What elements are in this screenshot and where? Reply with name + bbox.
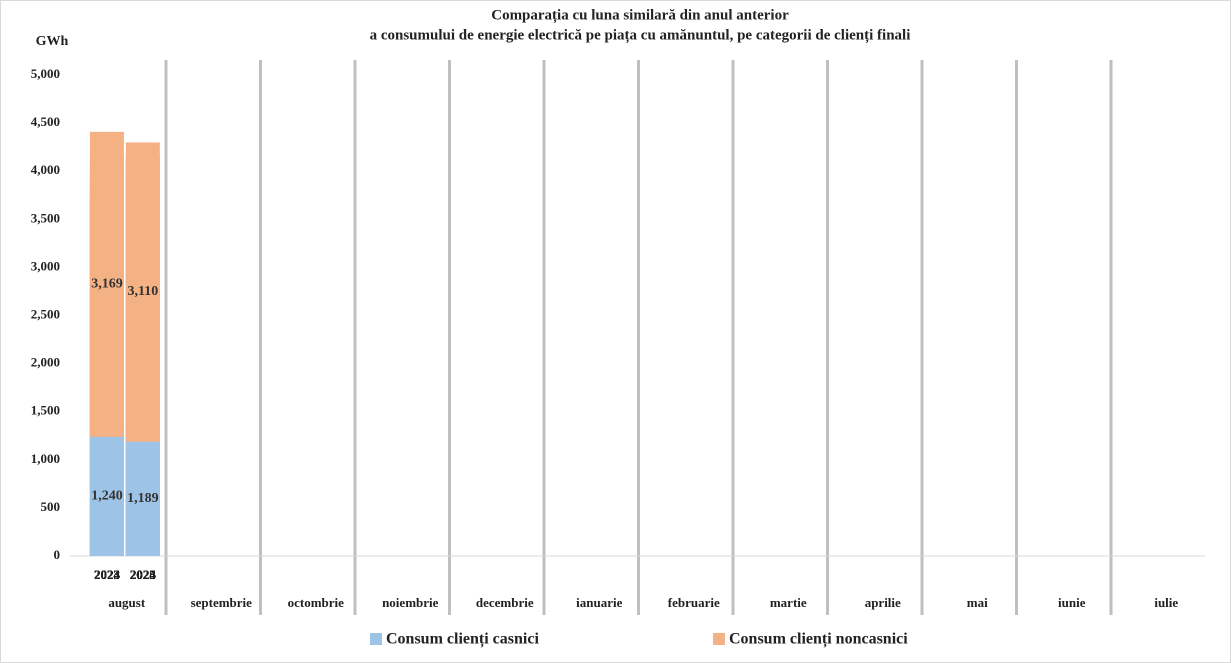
x-tick-label: 2023 [94, 567, 121, 582]
x-tick-label: 2025 [130, 567, 157, 582]
y-axis-label: GWh [36, 34, 69, 49]
value-label: 1,189 [127, 491, 159, 506]
x-tick-label: 2024 [94, 567, 121, 582]
y-tick-label: 500 [41, 499, 61, 514]
value-label: 3,169 [91, 277, 123, 292]
bar-segment [125, 441, 160, 556]
group-label: octombrie [288, 595, 345, 610]
group-label: noiembrie [382, 595, 439, 610]
bar-segment [89, 436, 124, 556]
bar-segment [89, 131, 124, 437]
y-tick-label: 1,000 [31, 451, 60, 466]
y-tick-label: 5,000 [31, 66, 60, 81]
y-tick-label: 1,500 [31, 403, 60, 418]
y-tick-label: 3,500 [31, 210, 60, 225]
group-label: august [108, 595, 146, 610]
legend-swatch [713, 633, 725, 645]
x-tick-label: 2024 [94, 567, 121, 582]
chart-title: a consumului de energie electrică pe pia… [370, 27, 911, 43]
x-tick-label: 2024 [94, 567, 121, 582]
y-tick-label: 4,000 [31, 162, 60, 177]
x-tick-label: 2024 [130, 567, 157, 582]
x-tick-label: 2024 [130, 567, 157, 582]
value-label: 1,240 [91, 489, 123, 504]
group-label: septembrie [191, 595, 253, 610]
group-label: decembrie [476, 595, 534, 610]
group-label: iunie [1058, 595, 1086, 610]
y-tick-label: 3,000 [31, 258, 60, 273]
group-label: martie [770, 595, 807, 610]
legend-swatch [370, 633, 382, 645]
x-tick-label: 2025 [130, 567, 157, 582]
x-tick-label: 2024 [94, 567, 121, 582]
x-tick-label: 2024 [94, 567, 121, 582]
x-tick-label: 2024 [130, 567, 157, 582]
y-tick-label: 0 [54, 547, 61, 562]
value-label: 3,110 [127, 284, 158, 299]
group-label: ianuarie [576, 595, 622, 610]
x-tick-label: 2023 [94, 567, 121, 582]
x-tick-label: 2024 [94, 567, 121, 582]
y-tick-label: 4,500 [31, 114, 60, 129]
legend-label: Consum clienți casnici [386, 631, 539, 649]
y-tick-label: 2,000 [31, 355, 60, 370]
x-tick-label: 2025 [130, 567, 157, 582]
group-label: mai [967, 595, 988, 610]
y-tick-label: 2,500 [31, 306, 60, 321]
x-tick-label: 2024 [94, 567, 121, 582]
group-label: aprilie [865, 595, 901, 610]
x-tick-label: 2024 [130, 567, 157, 582]
x-tick-label: 2025 [130, 567, 157, 582]
x-tick-label: 2025 [130, 567, 157, 582]
chart-title: Comparația cu luna similară din anul ant… [491, 7, 789, 23]
x-tick-label: 2025 [130, 567, 157, 582]
group-label: februarie [668, 595, 720, 610]
x-tick-label: 2024 [130, 567, 157, 582]
bar-segment [125, 142, 160, 442]
legend-label: Consum clienți noncasnici [729, 631, 908, 649]
x-tick-label: 2023 [94, 567, 121, 582]
x-tick-label: 2025 [130, 567, 157, 582]
x-tick-label: 2023 [94, 567, 121, 582]
x-tick-label: 2023 [94, 567, 121, 582]
group-label: iulie [1154, 595, 1178, 610]
